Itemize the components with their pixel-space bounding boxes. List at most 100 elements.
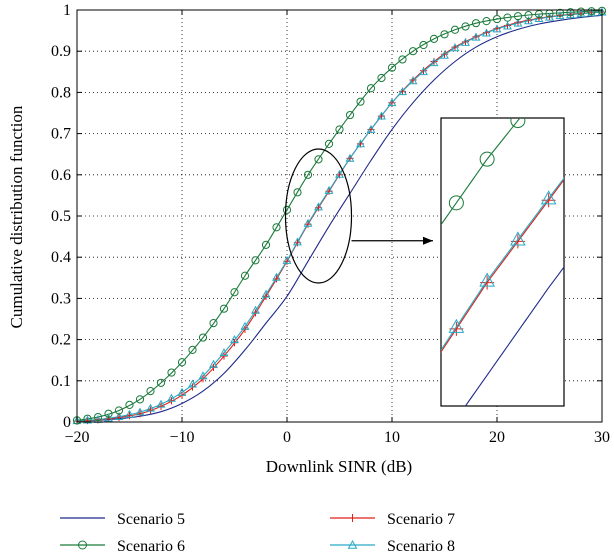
legend-entry-scenario-7: Scenario 7 — [330, 511, 455, 528]
x-tick-label: −20 — [64, 429, 89, 446]
data-point-scenario-8 — [398, 87, 407, 96]
inset-line-scenario-6 — [441, 118, 521, 226]
data-point-scenario-8 — [240, 321, 250, 330]
data-point-scenario-8 — [251, 305, 260, 314]
data-point-scenario-6 — [524, 11, 533, 20]
inset-point-scenario-8 — [479, 272, 495, 287]
data-point-scenario-8 — [135, 407, 145, 416]
legend-marker — [347, 539, 358, 549]
inset-point-scenario-8 — [510, 231, 526, 246]
data-point-scenario-8 — [146, 403, 155, 412]
data-point-scenario-7 — [262, 292, 270, 300]
data-point-scenario-6 — [335, 125, 344, 134]
data-point-scenario-8 — [114, 412, 124, 421]
x-axis-label: Downlink SINR (dB) — [266, 457, 412, 476]
data-point-scenario-8 — [555, 11, 565, 20]
data-point-scenario-6 — [135, 395, 145, 404]
data-point-scenario-8 — [471, 32, 481, 41]
data-point-scenario-6 — [219, 304, 229, 313]
data-point-scenario-8 — [314, 202, 323, 211]
data-point-scenario-8 — [303, 218, 313, 227]
data-point-scenario-8 — [167, 393, 176, 402]
y-tick-label: 0.3 — [51, 290, 71, 307]
data-point-scenario-6 — [293, 188, 302, 197]
data-point-scenario-6 — [503, 13, 512, 22]
inset-point-scenario-6 — [542, 75, 556, 89]
x-tick-label: −10 — [169, 429, 194, 446]
data-point-scenario-8 — [188, 379, 197, 388]
data-point-scenario-8 — [104, 413, 113, 422]
y-tick-label: 0.1 — [51, 373, 71, 390]
data-point-scenario-6 — [471, 19, 481, 28]
data-point-scenario-8 — [587, 8, 596, 17]
zoom-annotation — [284, 148, 433, 284]
data-point-scenario-8 — [282, 255, 292, 264]
legend-entry-scenario-6: Scenario 6 — [60, 538, 185, 555]
y-tick-label: 0.2 — [51, 332, 71, 349]
data-point-scenario-6 — [587, 7, 596, 16]
data-point-scenario-8 — [345, 153, 355, 162]
data-point-scenario-8 — [156, 399, 166, 408]
data-point-scenario-8 — [261, 289, 271, 298]
legend-label-scenario-8: Scenario 8 — [387, 538, 455, 555]
data-point-scenario-6 — [282, 205, 292, 214]
data-point-scenario-6 — [534, 10, 544, 19]
data-point-scenario-6 — [387, 63, 397, 72]
data-point-scenario-6 — [261, 240, 271, 249]
inset-line-scenario-8 — [441, 177, 564, 351]
x-tick-label: 0 — [283, 429, 291, 446]
data-point-scenario-6 — [408, 47, 418, 56]
inset-point-scenario-8 — [448, 318, 465, 333]
data-point-scenario-8 — [492, 24, 502, 33]
data-point-scenario-8 — [461, 37, 470, 46]
legend-label-scenario-6: Scenario 6 — [117, 538, 185, 555]
data-point-scenario-8 — [482, 28, 491, 37]
data-point-scenario-8 — [356, 139, 365, 148]
data-point-scenario-8 — [419, 67, 428, 76]
data-point-scenario-6 — [461, 22, 470, 31]
data-point-scenario-8 — [335, 169, 344, 178]
data-point-scenario-8 — [219, 348, 229, 357]
zoom-ellipse — [284, 148, 353, 284]
axis-ticks: −20 −10 0 10 20 30 0 0.1 0.2 0.3 0.4 0.5 0.6 0.7 0.8 0.… — [51, 2, 610, 446]
data-point-scenario-6 — [576, 7, 586, 16]
series-line-scenario-5 — [76, 14, 603, 422]
legend-swatch-scenario-7 — [330, 514, 375, 522]
legend: Scenario 5 Scenario 6 Scenario 7 Scenari… — [60, 511, 455, 555]
legend-marker — [348, 514, 357, 522]
y-tick-label: 0.8 — [51, 84, 71, 101]
data-point-scenario-6 — [429, 34, 439, 43]
data-point-scenario-8 — [576, 9, 586, 18]
data-point-scenario-6 — [93, 412, 103, 422]
inset-point-scenario-6 — [479, 151, 495, 167]
legend-marker — [78, 540, 87, 550]
data-point-scenario-6 — [240, 271, 250, 280]
data-point-scenario-6 — [324, 139, 334, 148]
y-tick-label: 1 — [63, 2, 71, 19]
series-markers — [72, 6, 607, 425]
data-point-scenario-6 — [114, 406, 124, 415]
y-tick-label: 0 — [63, 414, 71, 431]
data-point-scenario-8 — [503, 21, 512, 30]
zoom-arrow-head — [423, 236, 433, 245]
legend-label-scenario-7: Scenario 7 — [387, 511, 455, 528]
data-point-scenario-6 — [398, 55, 407, 64]
data-point-scenario-8 — [209, 359, 218, 368]
data-point-scenario-8 — [366, 124, 376, 133]
x-tick-label: 10 — [384, 429, 400, 446]
data-point-scenario-8 — [198, 371, 208, 380]
legend-label-scenario-5: Scenario 5 — [117, 511, 185, 528]
data-point-scenario-6 — [440, 30, 449, 39]
data-point-scenario-6 — [251, 256, 260, 265]
inset-line-scenario-7 — [441, 178, 564, 353]
inset-line-scenario-5 — [464, 266, 564, 406]
data-point-scenario-7 — [146, 406, 155, 414]
data-point-scenario-6 — [356, 97, 365, 106]
data-point-scenario-8 — [272, 272, 281, 281]
data-point-scenario-6 — [125, 400, 134, 410]
data-point-scenario-8 — [440, 50, 449, 59]
y-tick-label: 0.6 — [51, 167, 71, 184]
data-point-scenario-6 — [230, 288, 239, 297]
inset-panel — [440, 75, 565, 407]
legend-entry-scenario-8: Scenario 8 — [330, 538, 455, 555]
